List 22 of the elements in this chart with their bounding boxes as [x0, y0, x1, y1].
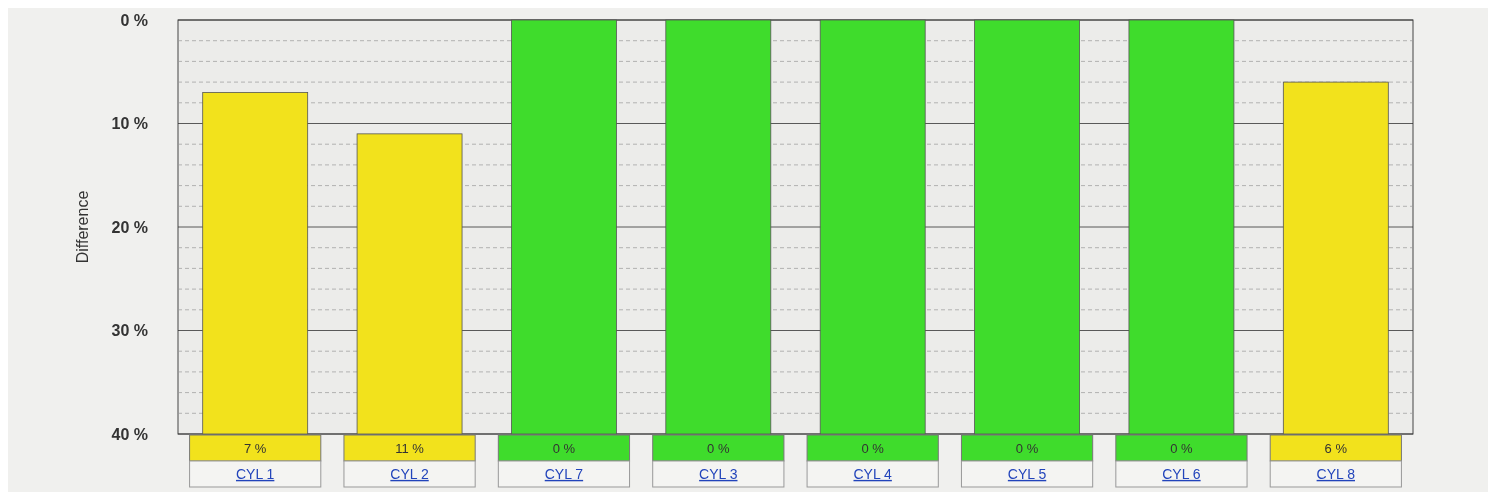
x-tick-label: CYL 1 [235, 465, 275, 482]
y-tick-label: 40 % [111, 425, 148, 443]
data-label: 11 % [395, 440, 425, 456]
x-tick-label: CYL 3 [699, 465, 738, 482]
data-label: 0 % [1015, 440, 1039, 456]
data-label: 6 % [1324, 440, 1348, 456]
y-tick-label: 10 % [111, 115, 148, 133]
y-tick-label: 20 % [111, 218, 148, 236]
x-tick-label: CYL 6 [1162, 465, 1201, 482]
x-tick-label: CYL 5 [1007, 465, 1047, 482]
x-tick-label: CYL 7 [544, 465, 584, 482]
y-tick-label: 0 % [120, 11, 148, 29]
y-tick-label: 30 % [111, 322, 148, 340]
data-label: 0 % [552, 440, 576, 456]
data-label: 0 % [707, 440, 730, 456]
x-tick-label: CYL 8 [1316, 465, 1356, 482]
data-label: 0 % [1170, 440, 1194, 456]
x-tick-label: CYL 4 [853, 465, 893, 482]
data-label: 7 % [243, 440, 267, 456]
y-axis-title: Difference [74, 190, 91, 264]
x-tick-label: CYL 2 [390, 465, 429, 482]
data-label: 0 % [861, 440, 885, 456]
